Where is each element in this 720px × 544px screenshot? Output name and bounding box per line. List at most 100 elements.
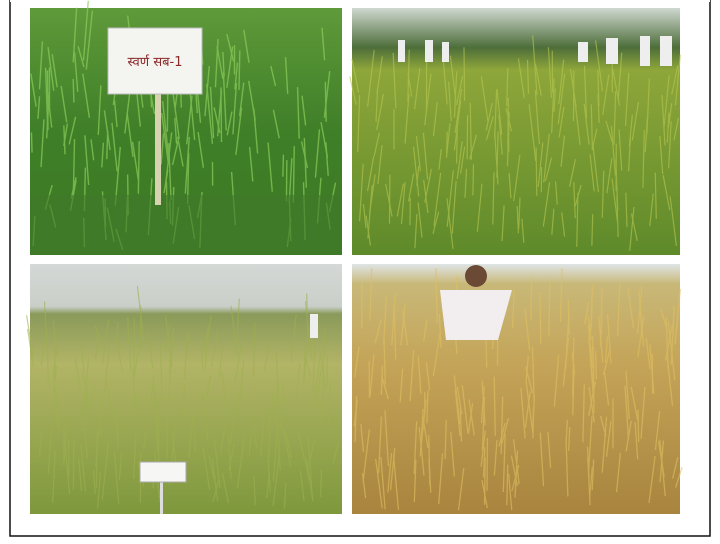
stalk [235, 107, 243, 155]
stalk [218, 348, 223, 380]
stalk [313, 356, 321, 409]
stalk [391, 293, 396, 346]
stalk [80, 400, 89, 459]
stalk [236, 438, 245, 489]
stalk [605, 120, 613, 142]
stalk [375, 87, 379, 122]
stalk [520, 387, 526, 439]
stalk [674, 54, 681, 106]
stalk [399, 368, 404, 403]
stalk [43, 301, 49, 362]
stalk [460, 146, 466, 174]
stalk [446, 170, 454, 227]
stalk [272, 433, 278, 482]
texture [353, 268, 683, 511]
stalk [416, 165, 420, 187]
stalk [576, 192, 579, 247]
stalk [202, 447, 211, 491]
stalk [101, 142, 105, 168]
stalk [507, 473, 513, 511]
stalk [30, 132, 33, 153]
stalk [94, 427, 100, 468]
stalk [220, 87, 223, 142]
stalk [73, 52, 79, 92]
stalk [260, 400, 267, 456]
stalk [248, 147, 254, 182]
stalk [299, 470, 305, 501]
stalk [568, 427, 571, 451]
stalk [662, 175, 671, 211]
stalk [589, 466, 593, 497]
stalk [554, 181, 558, 205]
stalk [602, 74, 610, 116]
stalk [602, 349, 611, 376]
stalk [171, 140, 179, 166]
stalk [674, 288, 681, 345]
stalk [591, 214, 594, 246]
stalk [77, 46, 85, 68]
stalk [668, 121, 672, 169]
stalk [351, 58, 360, 93]
stalk [557, 73, 566, 125]
stalk [152, 381, 157, 405]
stalk [628, 114, 633, 147]
stalk [72, 138, 76, 198]
stalk [616, 196, 619, 238]
stalk [438, 149, 442, 170]
stalk [553, 88, 557, 112]
stalk [498, 422, 506, 447]
stalk [654, 411, 661, 451]
stalk [664, 325, 673, 361]
stalk [450, 432, 456, 477]
stalk [587, 315, 592, 341]
stalk [133, 341, 141, 378]
stalk [318, 348, 327, 388]
stalk [37, 96, 41, 119]
photo-top-left: स्वर्ण सब-1 [30, 0, 342, 255]
stalk [184, 136, 190, 194]
stalk [407, 73, 413, 97]
stalk [446, 198, 454, 249]
stalk [376, 93, 384, 131]
stalk [459, 407, 463, 442]
stalk [640, 386, 646, 439]
stalk [248, 432, 252, 456]
stalk [587, 457, 591, 506]
stalk [422, 132, 429, 180]
stalk [82, 0, 89, 61]
stalk [387, 452, 393, 493]
stalk [320, 385, 325, 428]
stalk [25, 315, 34, 357]
stalk [453, 71, 458, 118]
stalk [160, 133, 165, 165]
stalk [110, 401, 119, 438]
stalk [615, 452, 621, 493]
stalk [185, 330, 191, 361]
stalk [508, 172, 512, 199]
stalk [303, 138, 308, 188]
stalk [377, 416, 383, 474]
stalk [380, 365, 384, 396]
stalk [438, 313, 442, 348]
stalk [587, 326, 593, 368]
stalk [665, 317, 669, 369]
stalk [52, 366, 58, 395]
stalk [567, 299, 570, 336]
stalk [613, 91, 617, 145]
stalk [147, 333, 154, 369]
stalk [220, 421, 227, 453]
stalk [74, 358, 81, 389]
stalk [583, 65, 588, 119]
stalk [358, 163, 364, 222]
stalk [521, 218, 525, 243]
stalk [571, 337, 575, 396]
stalk [482, 447, 486, 478]
stalk [353, 400, 358, 427]
stalk [113, 100, 118, 128]
stalk [226, 33, 235, 62]
stalk [428, 458, 432, 493]
stalk [357, 94, 361, 153]
stalk [425, 362, 431, 391]
stalk [249, 400, 258, 448]
